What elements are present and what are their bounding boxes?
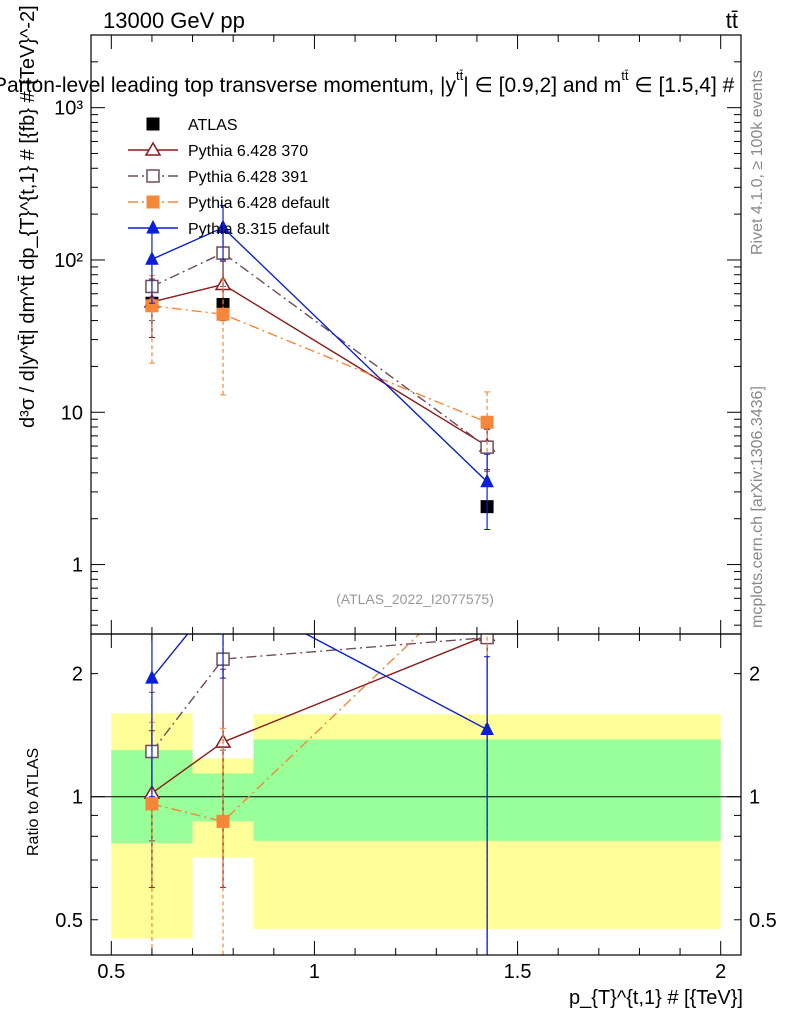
main-data-point-4-0 (145, 251, 159, 265)
ratio-plot-area (91, 563, 741, 955)
main-y-tick-label-1: 10 (61, 402, 83, 424)
chart-title-mid: | ∈ [0.9,2] and m (463, 74, 621, 97)
legend-entry-4: Pythia 8.315 default (128, 219, 330, 238)
main-series-3 (145, 275, 494, 481)
ratio-series-line-2 (151, 634, 421, 823)
rivet-label: Rivet 4.1.0, ≥ 100k events (749, 70, 766, 255)
ratio-y-tick-label-0: 0.5 (55, 910, 83, 932)
chart-title-sup-1: tt̄ (456, 68, 464, 83)
main-series-2 (145, 230, 494, 472)
ratio-data-point-2-0 (145, 797, 159, 811)
main-series-line-3 (151, 305, 488, 423)
legend-label-4: Pythia 8.315 default (188, 221, 330, 238)
legend-entry-1: Pythia 6.428 370 (128, 141, 308, 160)
legend-label-1: Pythia 6.428 370 (188, 143, 308, 160)
main-plot-area (143, 204, 496, 530)
main-series-line-1 (151, 283, 488, 447)
ratio-y-axis-label: Ratio to ATLAS (25, 748, 42, 856)
legend-entry-0: ATLAS (146, 117, 238, 134)
process-label: tt̄ (726, 8, 738, 33)
ratio-data-point-2-2 (481, 563, 493, 575)
chart-title-main: Parton-level leading top transverse mome… (0, 74, 457, 97)
ratio-data-point-3-0 (145, 669, 159, 684)
ratio-frame (90, 633, 742, 956)
main-series-line-4 (151, 226, 488, 483)
legend-marker-2 (146, 169, 160, 183)
main-series-line-2 (151, 252, 488, 448)
ratio-data-point-3-2 (480, 721, 494, 735)
legend-marker-1 (144, 141, 162, 156)
legend-label-3: Pythia 6.428 default (188, 195, 330, 212)
energy-label: 13000 GeV pp (103, 8, 245, 33)
ratio-data-point-3-1 (217, 583, 229, 595)
x-tick-label-0: 0.5 (97, 961, 125, 983)
ratio-y-tick-label-right-1: 1 (749, 787, 760, 809)
analysis-watermark: (ATLAS_2022_I2077575) (336, 591, 494, 607)
legend-entry-3: Pythia 6.428 default (128, 195, 330, 212)
legend-marker-4 (146, 219, 160, 234)
main-y-tick-label-3: 10³ (54, 98, 83, 120)
main-y-tick-label-2: 10² (54, 250, 83, 272)
main-series-0 (145, 296, 494, 514)
chart-title-end: ∈ [1.5,4] # (628, 74, 734, 97)
ratio-series-line-3 (151, 634, 488, 731)
ratio-panel: 0.5 0.5 1 1 2 2 0.5 1 1.5 2 (55, 563, 777, 983)
main-data-point-3-2 (480, 415, 494, 429)
chart-title: Parton-level leading top transverse mome… (0, 68, 735, 97)
ratio-series-2 (145, 563, 493, 955)
legend-entry-2: Pythia 6.428 391 (128, 169, 308, 186)
main-data-point-4-2 (480, 473, 494, 488)
legend-marker-0 (146, 117, 160, 131)
main-data-point-3-1 (216, 307, 230, 321)
main-y-tick-label-0: 1 (72, 555, 83, 577)
x-axis-label: p_{T}^{t,1} # [{TeV}] (569, 987, 743, 1009)
x-tick-label-3: 2 (715, 961, 726, 983)
ratio-y-tick-label-2: 2 (72, 664, 83, 686)
x-tick-label-1: 1 (309, 961, 320, 983)
main-panel: 1 10 10² 10³ (54, 34, 742, 635)
ratio-y-tick-label-1: 1 (72, 787, 83, 809)
chart-title-sup-2: tt̄ (621, 68, 629, 83)
legend-label-0: ATLAS (188, 117, 238, 134)
ratio-series-3 (145, 583, 494, 955)
legend: ATLAS Pythia 6.428 370 Pythia 6.428 391 Pyt… (128, 117, 330, 238)
main-y-axis-label: d³σ / d|y^tt̄| dm^tt̄ dp_{T}^{t,1} # [{f… (17, 5, 39, 428)
ratio-y-tick-label-right-0: 0.5 (749, 910, 777, 932)
mcplots-label: mcplots.cern.ch [arXiv:1306.3436] (749, 386, 766, 628)
legend-marker-3 (146, 195, 160, 209)
ratio-data-point-2-1 (216, 814, 230, 828)
ratio-y-tick-label-right-2: 2 (749, 664, 760, 686)
x-tick-label-2: 1.5 (504, 961, 532, 983)
main-series-4 (145, 204, 494, 530)
main-data-point-4-1 (216, 219, 230, 234)
legend-label-2: Pythia 6.428 391 (188, 169, 308, 186)
